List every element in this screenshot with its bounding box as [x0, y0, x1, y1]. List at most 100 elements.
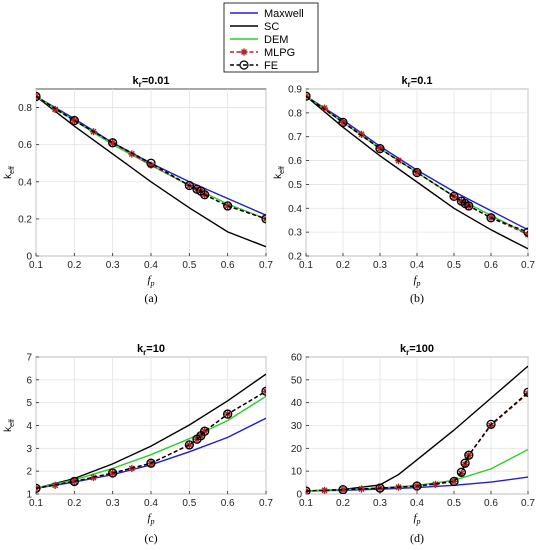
y-tick-label: 40: [291, 398, 303, 409]
x-tick-label: 0.5: [447, 498, 461, 509]
data-point-mlpg-stroke: [262, 217, 266, 222]
data-point-mlpg-stroke: [52, 482, 59, 489]
legend-label-mlpg: MLPG: [264, 47, 295, 59]
x-tick-label: 0.1: [299, 260, 313, 271]
chart-title-sub: r: [139, 80, 142, 89]
legend-marker-fe: [239, 60, 249, 70]
x-axis-label-sub: p: [416, 279, 421, 288]
data-point-fe: [108, 138, 118, 148]
data-point-fe: [338, 485, 348, 494]
data-point-mlpg-stroke: [262, 390, 266, 395]
x-axis-label-sub: p: [150, 279, 155, 288]
y-axis-label-sub: eff: [279, 166, 286, 174]
x-tick-label: 0.2: [67, 498, 81, 509]
legend-label-dem: DEM: [264, 34, 288, 46]
data-point-fe: [523, 387, 528, 398]
data-point-fe: [464, 201, 474, 211]
y-axis-label-sub: eff: [9, 166, 16, 174]
x-axis-label: fp: [147, 274, 154, 288]
legend-label-maxwell: Maxwell: [264, 8, 304, 20]
data-point-mlpg-stroke: [376, 145, 384, 152]
data-point-fe: [523, 227, 528, 237]
y-tick-label: 0.6: [18, 140, 32, 151]
data-point-fe: [338, 117, 348, 128]
series-line-sc: [36, 95, 266, 248]
chart-title: kr=0.1: [402, 75, 433, 89]
data-point-fe: [200, 426, 210, 436]
data-point-mlpg: [524, 389, 528, 398]
data-point-fe: [486, 213, 496, 223]
y-tick-label: 0.5: [288, 180, 302, 191]
data-point-fe: [223, 409, 233, 419]
y-tick-label: 0.9: [288, 85, 302, 96]
data-point-mlpg: [262, 387, 266, 395]
data-point-mlpg-stroke: [71, 478, 78, 485]
panel-caption: (c): [144, 531, 157, 545]
data-point-mlpg-stroke: [432, 481, 439, 488]
chart-title: kr=10: [137, 343, 165, 357]
x-tick-label: 0.3: [373, 260, 387, 271]
y-tick-label: 30: [291, 421, 303, 432]
y-axis-label: keff: [273, 166, 286, 179]
y-tick-label: 1: [26, 490, 32, 501]
data-point-mlpg-stroke: [262, 388, 266, 393]
x-axis-label-main: f: [147, 512, 152, 524]
data-point-fe: [460, 458, 470, 468]
y-axis-label: keff: [3, 419, 16, 432]
x-axis-label: fp: [413, 512, 420, 526]
data-point-fe: [306, 486, 311, 494]
legend-box: [223, 2, 319, 73]
y-tick-label: 6: [26, 375, 32, 386]
data-point-mlpg-stroke: [524, 390, 528, 395]
panels: 0.1 0.2 0.3 0.4 0.5 0.6 0.700.20.40.60.8kr=0.0…: [3, 75, 535, 545]
data-point-mlpg-stroke: [524, 392, 528, 397]
data-point-fe: [146, 458, 156, 468]
legend-entry-fe: FE: [230, 60, 278, 72]
legend-label-sc: SC: [264, 21, 279, 33]
series-group: [36, 373, 266, 493]
data-point-fe: [306, 91, 311, 101]
chart-title-sub: r: [408, 80, 411, 89]
legend-marker-mlpg-stroke: [240, 48, 248, 56]
x-tick-label: 0.4: [144, 498, 158, 509]
chart-panel-4: 0.1 0.2 0.3 0.4 0.5 0.6 0.7 0 10 20 30 40 50 60 kr=100…: [291, 343, 536, 545]
y-tick-label: 60: [291, 353, 303, 364]
data-point-mlpg-stroke: [71, 117, 78, 124]
x-tick-label: 0.4: [144, 260, 158, 271]
data-point-mlpg-stroke: [462, 461, 469, 468]
x-tick-label: 0.4: [410, 260, 424, 271]
x-tick-label: 0.4: [410, 498, 424, 509]
data-point-mlpg-stroke: [306, 487, 310, 493]
data-point-fe: [412, 481, 422, 491]
chart-title-main: k: [402, 75, 409, 87]
chart-title-rest: =0.1: [411, 75, 433, 87]
data-point-mlpg-stroke: [321, 487, 328, 494]
data-point-mlpg-stroke: [262, 215, 266, 220]
data-point-mlpg-stroke: [109, 139, 116, 146]
x-tick-label: 0.2: [336, 260, 350, 271]
y-tick-label: 0.2: [18, 214, 32, 225]
panel-caption: (a): [144, 291, 157, 305]
y-axis-label-main: k: [3, 426, 14, 432]
x-tick-label: 0.6: [221, 260, 235, 271]
y-tick-label: 0.8: [288, 108, 302, 119]
y-tick-label: 10: [291, 467, 303, 478]
y-tick-label: 0: [296, 490, 302, 501]
x-tick-label: 0.7: [259, 260, 273, 271]
series-line-fe: [306, 391, 528, 492]
data-point-fe: [146, 158, 156, 168]
data-point-fe: [449, 191, 459, 202]
data-point-fe: [184, 180, 194, 191]
data-point-fe: [261, 386, 266, 396]
data-point-fe: [36, 91, 41, 102]
data-point-fe: [261, 214, 266, 224]
x-tick-label: 0.5: [447, 260, 461, 271]
x-tick-label: 0.6: [484, 498, 498, 509]
x-tick-label: 0.3: [106, 498, 120, 509]
panel-caption: (d): [410, 531, 424, 545]
y-axis-label: keff: [3, 166, 16, 179]
y-tick-label: 0.8: [18, 103, 32, 114]
y-tick-label: 0.4: [288, 204, 302, 215]
chart-panel-2: 0.1 0.2 0.3 0.4 0.5 0.6 0.70.20.30.40.50.60.70…: [273, 75, 535, 305]
